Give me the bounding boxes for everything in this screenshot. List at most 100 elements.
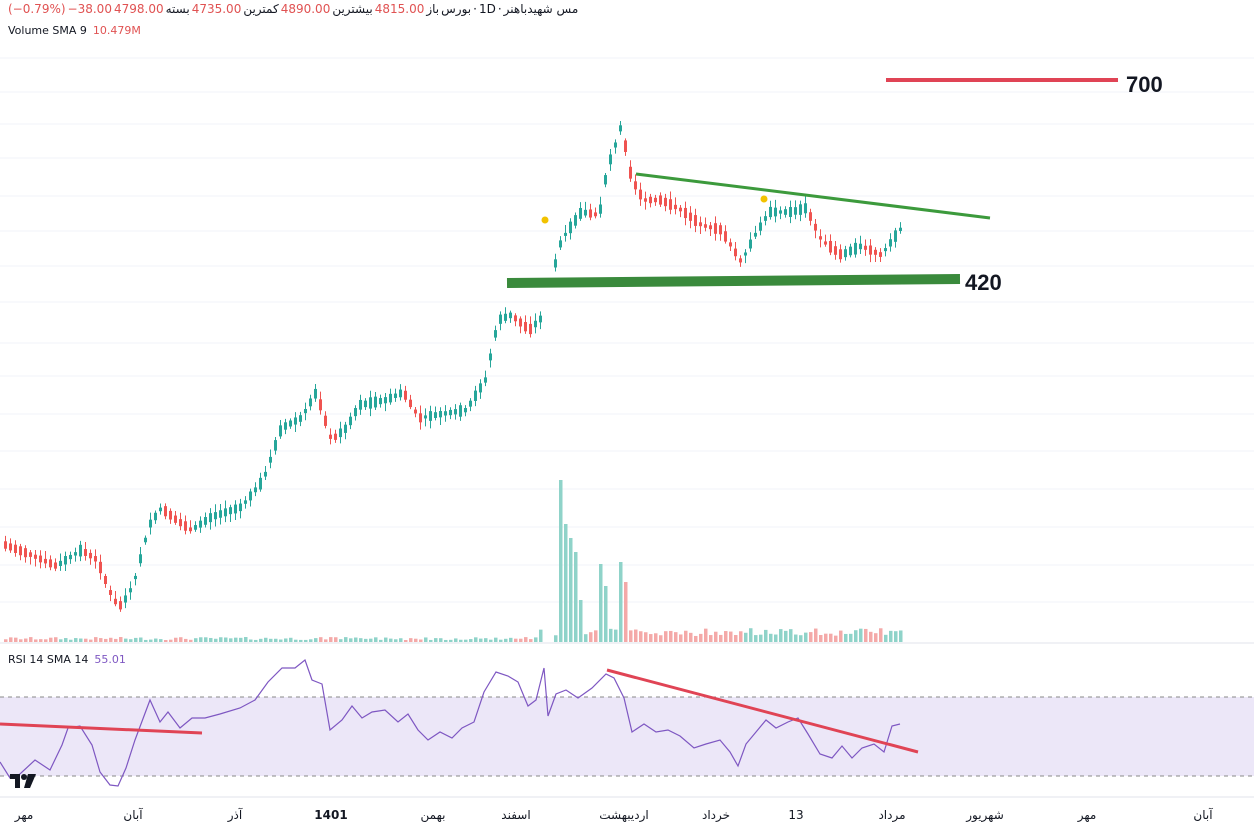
- candle: [754, 232, 757, 237]
- volume-legend[interactable]: Volume SMA 9 10.479M: [8, 24, 141, 37]
- volume-bar: [179, 637, 183, 642]
- volume-bar: [774, 634, 778, 642]
- candle: [844, 249, 847, 258]
- volume-bar: [449, 639, 453, 642]
- volume-bar: [244, 637, 248, 642]
- candle: [454, 409, 457, 415]
- candle: [104, 576, 107, 584]
- volume-bar: [294, 639, 298, 642]
- volume-bar: [254, 639, 258, 642]
- candle: [229, 507, 232, 515]
- volume-bar: [684, 630, 688, 642]
- time-axis-label: 1401: [314, 808, 347, 822]
- volume-bar: [94, 637, 98, 642]
- volume-bar: [604, 586, 608, 642]
- candle: [784, 209, 787, 215]
- candle: [884, 248, 887, 252]
- volume-bar: [69, 639, 73, 642]
- candle: [424, 415, 427, 419]
- volume-bar: [474, 637, 478, 642]
- candle: [669, 199, 672, 210]
- candle: [539, 315, 542, 323]
- candle: [489, 353, 492, 361]
- candle: [254, 487, 257, 493]
- rsi-trendline-right: [606, 668, 919, 754]
- candle: [199, 520, 202, 528]
- volume-bar: [164, 639, 168, 642]
- legend-timeframe[interactable]: 1D: [478, 2, 496, 16]
- volume-bar: [564, 524, 568, 642]
- volume-bar: [724, 631, 728, 642]
- candle: [374, 396, 377, 408]
- volume-bar: [84, 638, 88, 642]
- volume-bar: [339, 639, 343, 642]
- candle: [704, 224, 707, 228]
- legend-symbol[interactable]: مس شهیدباهنر: [503, 2, 579, 16]
- candle: [79, 544, 82, 557]
- candle: [244, 500, 247, 504]
- volume-bar: [104, 638, 108, 642]
- volume-bar: [414, 638, 418, 642]
- volume-bar: [109, 637, 113, 642]
- volume-bar: [404, 639, 408, 642]
- candle: [879, 252, 882, 257]
- candle: [434, 412, 437, 418]
- volume-bar: [599, 564, 603, 642]
- candle: [764, 216, 767, 221]
- candle: [304, 408, 307, 414]
- volume-bar: [214, 638, 218, 642]
- rsi-legend[interactable]: RSI 14 SMA 14 55.01: [8, 653, 126, 666]
- candle: [209, 513, 212, 523]
- candle: [49, 559, 52, 568]
- volume-bar: [59, 639, 63, 642]
- volume-bar: [154, 638, 158, 642]
- candle: [154, 512, 157, 521]
- candle: [174, 515, 177, 523]
- candle: [429, 411, 432, 421]
- volume-bar: [389, 638, 393, 642]
- volume-bar: [329, 637, 333, 642]
- volume-bar: [504, 638, 508, 642]
- candle: [34, 554, 37, 559]
- volume-bar: [304, 639, 308, 642]
- volume-bar: [299, 639, 303, 642]
- legend-exchange[interactable]: بورس: [441, 2, 472, 16]
- support-line-420: [506, 274, 961, 288]
- volume-bar: [349, 638, 353, 642]
- candle: [299, 415, 302, 422]
- candle: [74, 552, 77, 556]
- candle: [569, 221, 572, 234]
- time-axis-label: مهر: [14, 808, 34, 823]
- volume-bar: [309, 639, 313, 642]
- volume-bar: [654, 633, 658, 642]
- volume-bar: [119, 637, 123, 642]
- candle: [629, 166, 632, 179]
- candle: [119, 601, 122, 610]
- tradingview-logo-icon[interactable]: [8, 770, 38, 792]
- volume-bar: [764, 629, 768, 642]
- candle: [194, 525, 197, 530]
- volume-bar: [344, 637, 348, 642]
- candle: [19, 546, 22, 556]
- volume-bar: [659, 635, 663, 642]
- candle: [314, 388, 317, 399]
- candle: [14, 544, 17, 553]
- volume-bar: [464, 639, 468, 642]
- candle: [409, 399, 412, 408]
- volume-bar: [859, 628, 863, 642]
- candle: [554, 259, 557, 268]
- volume-bar: [759, 634, 763, 642]
- time-axis-label: خرداد: [702, 808, 730, 823]
- candle: [559, 240, 562, 248]
- volume-bar: [289, 637, 293, 642]
- volume-bar: [9, 637, 13, 642]
- legend-change-pct: (−0.79%): [8, 2, 66, 16]
- candle: [654, 197, 657, 203]
- volume-bar: [159, 639, 163, 642]
- candle: [359, 399, 362, 410]
- candle: [164, 506, 167, 517]
- candle: [29, 552, 32, 557]
- volume-bar: [219, 637, 223, 642]
- candle: [769, 206, 772, 218]
